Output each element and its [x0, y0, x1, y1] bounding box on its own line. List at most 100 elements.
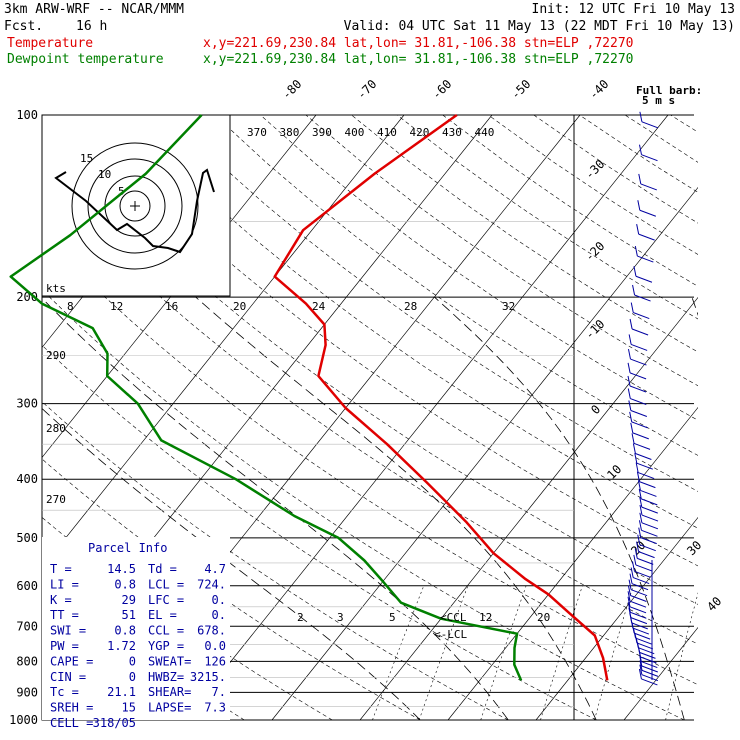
parcel-info-rows: T = 14.5 Td = 4.7 LI = 0.8 LCL = 724. K = 29 LFC =… — [50, 562, 226, 730]
parcel-v1-7: 0 — [129, 670, 136, 684]
wind-barb — [635, 275, 653, 283]
parcel-v1-5: 1.72 — [107, 639, 136, 653]
hodo-ring-label-10: 10 — [98, 168, 111, 181]
mixing-ratio-line — [480, 585, 527, 720]
wind-barb-flag — [634, 245, 638, 257]
wind-barb — [631, 583, 649, 591]
isotherm-side-label: 40 — [704, 594, 724, 614]
hodo-speed-label: 16 — [165, 300, 178, 313]
pressure-label-800: 800 — [16, 654, 38, 668]
pressure-tick-labels: 100 200 300 400 500 600 700 800 900 1000 — [9, 108, 38, 727]
wind-barb — [639, 209, 657, 217]
wind-barb — [629, 385, 647, 393]
wind-barbs — [627, 111, 659, 686]
wind-barb-flag — [636, 224, 640, 235]
wind-barb — [630, 611, 647, 619]
mixing-ratio-label: 2 — [297, 611, 304, 624]
wind-barb-flag — [627, 348, 631, 360]
isotherm-line — [712, 115, 740, 720]
wind-barb — [632, 577, 650, 585]
wind-barb-flag — [637, 480, 641, 491]
isotherm-line — [535, 516, 698, 720]
valid-time: Valid: 04 UTC Sat 11 May 13 (22 MDT Fri … — [344, 19, 735, 34]
isotherm-line — [271, 186, 698, 720]
wind-barb — [630, 358, 647, 366]
parcel-v2-6: 126 — [204, 654, 226, 668]
theta-e-label: 440 — [475, 126, 495, 139]
parcel-v2-4: 678. — [197, 624, 226, 638]
dry-adiabat-line — [305, 115, 698, 387]
parcel-v2-5: 0.0 — [204, 639, 226, 653]
parcel-v1-0: 14.5 — [107, 562, 136, 576]
wind-barb-flag — [639, 512, 643, 523]
wind-barb-flag — [629, 573, 633, 584]
wind-barb — [634, 294, 651, 302]
wind-barb-flag — [635, 462, 639, 473]
wind-barb — [633, 632, 651, 640]
wind-barb-flag — [628, 400, 632, 411]
theta-e-label: 390 — [312, 126, 332, 139]
isotherm-side-label: -10 — [582, 317, 607, 342]
wind-barb — [641, 498, 658, 506]
parcel-v1-6: 0 — [129, 654, 136, 668]
wind-barb — [641, 154, 658, 162]
wind-barb — [637, 557, 654, 565]
wind-barb — [641, 678, 658, 686]
hodograph-trace — [54, 168, 215, 254]
parcel-v1-2: 29 — [122, 593, 136, 607]
parcel-v2-7: 3215. — [190, 670, 226, 684]
parcel-k1-2: K = — [50, 593, 72, 607]
wind-barb — [641, 674, 659, 682]
wind-barb — [631, 421, 648, 429]
isotherm-line — [42, 115, 405, 569]
wind-barb — [632, 432, 649, 440]
wind-barb — [638, 551, 655, 559]
wind-barb — [629, 606, 647, 614]
isotherm-side-label: -30 — [582, 157, 607, 182]
hodograph: 5 10 15 kts — [41, 114, 231, 297]
parcel-k2-6: SWEAT= — [148, 654, 191, 668]
parcel-k1-1: LI = — [50, 577, 79, 591]
parcel-k1-5: PW = — [50, 639, 79, 653]
parcel-v1-4: 0.8 — [114, 624, 136, 638]
wind-barb — [641, 514, 659, 522]
wind-barb — [639, 651, 656, 659]
parcel-info-panel: Parcel Info T = 14.5 Td = 4.7 LI = 0.8 LCL = 72… — [42, 537, 230, 730]
wind-barb — [641, 661, 658, 669]
wind-barb — [637, 472, 655, 480]
wind-barb-flag — [639, 664, 643, 675]
wind-barb — [641, 522, 659, 530]
parcel-k2-7: HWBZ= — [148, 670, 184, 684]
parcel-k1-9: SREH = — [50, 701, 93, 715]
dry-adiabat-line — [42, 234, 698, 686]
wind-barb-flag — [627, 362, 631, 373]
theta-e-label: 410 — [377, 126, 397, 139]
wind-barb-flag — [638, 527, 642, 538]
wind-barb-flag — [639, 496, 643, 508]
parcel-v1-3: 51 — [122, 608, 136, 622]
parcel-v1-8: 21.1 — [107, 685, 136, 699]
dry-adiabat-label: 270 — [46, 493, 66, 506]
ccl-label: CCL — [447, 611, 467, 624]
hodo-speed-label: 12 — [110, 300, 123, 313]
mixing-ratio-labels: 2 3 5 12 20 — [297, 611, 550, 624]
wind-barb-flag — [630, 302, 634, 313]
parcel-k2-1: LCL = — [148, 577, 184, 591]
mixing-ratio-label: 3 — [337, 611, 344, 624]
wind-barb — [636, 462, 653, 470]
lcl-label: LCL — [447, 628, 467, 641]
wind-barb-flag — [639, 504, 643, 516]
barb-key-line2: 5 m s — [642, 94, 675, 107]
parcel-k1-4: SWI = — [50, 624, 86, 638]
moist-adiabat-line — [195, 296, 597, 720]
hodo-ring-3 — [87, 158, 183, 254]
wind-barb-flag — [638, 488, 642, 499]
pressure-label-100: 100 — [16, 108, 38, 122]
wind-barb-flag — [627, 375, 631, 387]
parcel-k1-3: TT = — [50, 608, 79, 622]
dewpoint-profile — [9, 114, 523, 681]
wind-barb — [639, 481, 656, 489]
mixing-ratio-line — [418, 585, 469, 720]
isotherm-top-label: -80 — [279, 77, 304, 102]
hodo-speed-label: 28 — [404, 300, 417, 313]
